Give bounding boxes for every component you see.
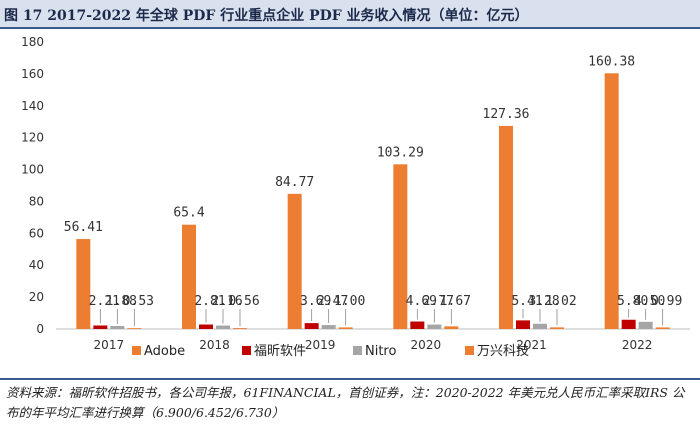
bar-福昕软件 [304, 323, 319, 329]
data-label: 0.99 [651, 294, 682, 309]
bar-万兴科技 [444, 326, 459, 329]
legend-swatch [353, 346, 362, 355]
data-label: 56.41 [64, 220, 103, 235]
data-label: 0.53 [123, 294, 154, 309]
data-label: 2.81 [194, 294, 225, 309]
data-label: 103.29 [377, 145, 424, 160]
data-label: 3.69 [300, 294, 331, 309]
legend-label: 万兴科技 [477, 344, 529, 359]
bar-Adobe [393, 164, 408, 329]
data-label: 4.50 [634, 294, 665, 309]
bar-万兴科技 [127, 328, 142, 329]
data-label: 1.00 [334, 294, 365, 309]
data-label: 5.41 [511, 294, 542, 309]
bar-福昕软件 [199, 324, 213, 329]
data-label: 0.56 [228, 294, 259, 309]
y-tick-label: 140 [21, 99, 44, 113]
bar-Adobe [287, 193, 302, 329]
chart-title: 图 17 2017-2022 年全球 PDF 行业重点企业 PDF 业务收入情况… [4, 8, 529, 24]
bar-万兴科技 [338, 327, 353, 329]
data-label: 2.21 [89, 294, 120, 309]
bar-万兴科技 [233, 328, 247, 329]
bar-Adobe [182, 224, 196, 329]
bar-Nitro [638, 321, 653, 329]
bar-Nitro [110, 326, 125, 329]
bar-福昕软件 [410, 321, 425, 329]
bar-Adobe [499, 125, 513, 330]
bar-Nitro [216, 325, 230, 329]
y-tick-label: 80 [29, 194, 44, 208]
bar-福昕软件 [621, 319, 636, 329]
source-divider [0, 378, 700, 380]
x-tick-label: 2020 [411, 338, 442, 352]
y-tick-label: 100 [21, 163, 44, 177]
y-tick-label: 0 [36, 322, 44, 336]
data-label: 127.36 [483, 107, 530, 122]
bar-万兴科技 [655, 327, 670, 329]
data-label: 4.69 [406, 294, 437, 309]
bar-福昕软件 [93, 325, 108, 329]
x-tick-label: 2021 [516, 338, 547, 352]
data-label: 5.80 [617, 294, 648, 309]
legend-label: 福昕软件 [254, 344, 306, 359]
data-label: 2.77 [423, 294, 454, 309]
bar-Nitro [427, 324, 442, 329]
x-tick-label: 2017 [94, 338, 125, 352]
data-label: 65.4 [173, 206, 204, 221]
y-tick-label: 60 [29, 226, 44, 240]
y-tick-label: 160 [21, 67, 44, 81]
y-tick-label: 40 [29, 258, 44, 272]
data-label: 1.88 [106, 294, 137, 309]
x-tick-label: 2018 [199, 338, 230, 352]
legend-swatch [242, 346, 251, 355]
bar-Nitro [321, 325, 336, 329]
x-tick-label: 2022 [622, 338, 653, 352]
y-tick-label: 20 [29, 290, 44, 304]
legend-swatch [132, 346, 141, 355]
legend-swatch [465, 346, 474, 355]
y-tick-label: 120 [21, 131, 44, 145]
data-label: 160.38 [588, 54, 635, 69]
y-tick-label: 180 [21, 35, 44, 49]
data-label: 84.77 [275, 175, 314, 190]
legend-label: Adobe [144, 344, 185, 359]
bar-Adobe [604, 73, 619, 329]
bar-Nitro [533, 323, 547, 329]
x-tick-label: 2019 [305, 338, 336, 352]
legend-label: Nitro [365, 344, 396, 359]
data-label: 3.28 [528, 294, 559, 309]
data-label: 1.67 [440, 294, 471, 309]
bar-福昕软件 [516, 320, 530, 329]
data-label: 2.47 [317, 294, 348, 309]
bar-chart: 0 20 40 60 80 100 120 140 160 180 2017 56.41 2.211.8… [21, 35, 690, 359]
title-bar: 图 17 2017-2022 年全球 PDF 行业重点企业 PDF 业务收入情况… [0, 0, 700, 29]
bar-万兴科技 [550, 327, 564, 329]
bar-Adobe [76, 239, 91, 329]
data-label: 1.02 [545, 294, 576, 309]
data-label: 2.16 [211, 294, 242, 309]
source-note: 资料来源：福昕软件招股书，各公司年报，61FINANCIAL，首创证券，注：20… [6, 385, 685, 420]
